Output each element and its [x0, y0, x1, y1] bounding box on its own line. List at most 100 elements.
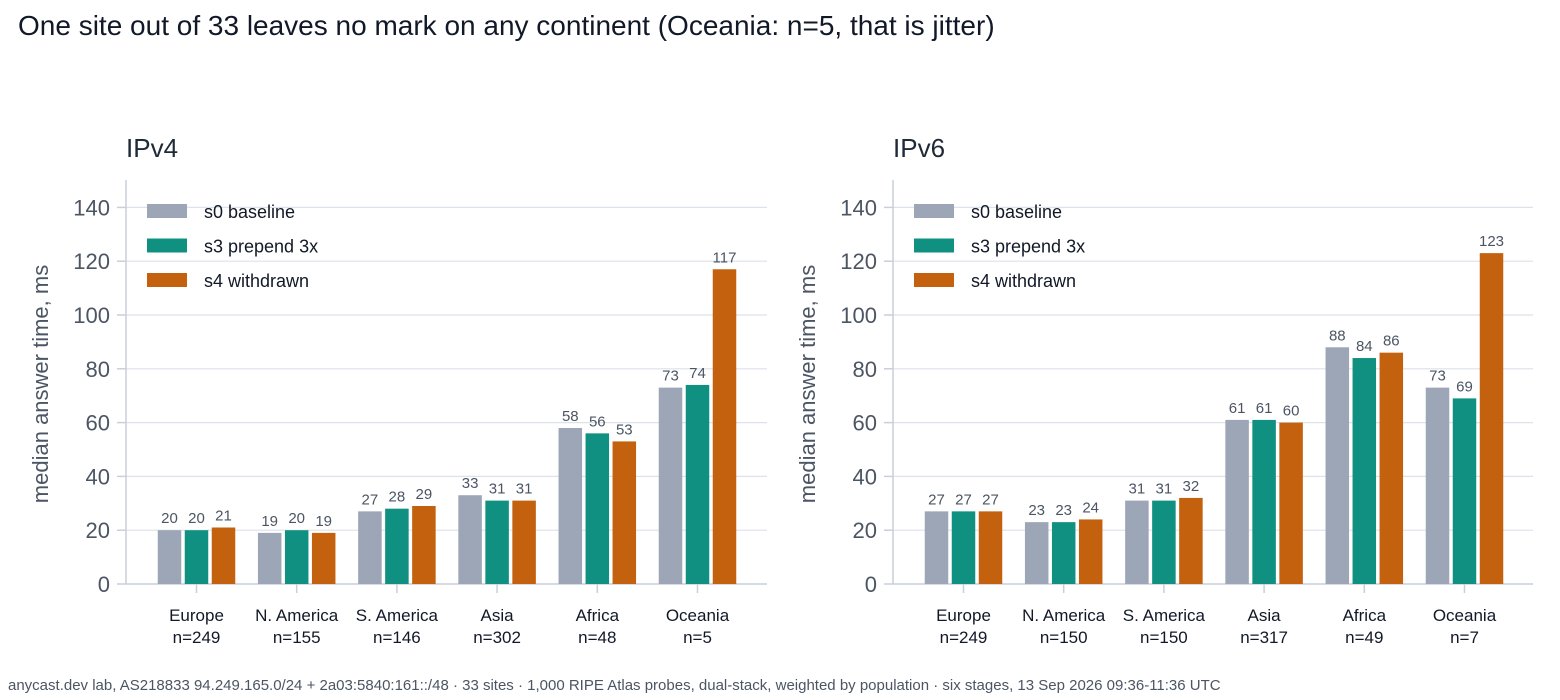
- bar-value-label: 74: [689, 365, 706, 382]
- x-tick-label: S. America: [1123, 606, 1206, 625]
- bar-value-label: 61: [1229, 400, 1246, 417]
- y-tick-label: 100: [840, 303, 877, 328]
- y-tick-label: 60: [86, 411, 110, 436]
- bar-value-label: 27: [928, 491, 945, 508]
- x-tick-label: Asia: [1248, 606, 1282, 625]
- bar: [1078, 519, 1103, 584]
- bar-value-label: 19: [315, 513, 332, 530]
- bar: [978, 511, 1003, 584]
- bar: [1024, 522, 1049, 584]
- x-tick-sublabel: n=7: [1450, 628, 1479, 647]
- panel-title: IPv6: [893, 133, 945, 163]
- x-tick-label: N. America: [255, 606, 339, 625]
- bar: [1352, 358, 1377, 584]
- x-tick-label: Europe: [936, 606, 991, 625]
- x-tick-label: Africa: [1343, 606, 1387, 625]
- bar: [1379, 352, 1404, 584]
- bar-value-label: 31: [489, 481, 506, 498]
- bar-value-label: 88: [1329, 327, 1346, 344]
- y-axis-label: median answer time, ms: [795, 265, 820, 503]
- y-axis-label: median answer time, ms: [28, 265, 53, 503]
- bar: [1279, 422, 1303, 584]
- bar-value-label: 84: [1356, 338, 1373, 355]
- bar: [951, 511, 976, 584]
- legend-swatch: [914, 204, 954, 218]
- y-tick-label: 40: [853, 464, 877, 489]
- legend-label: s0 baseline: [971, 202, 1062, 222]
- x-tick-label: Oceania: [666, 606, 730, 625]
- x-tick-sublabel: n=146: [373, 628, 421, 647]
- bar-value-label: 31: [1156, 481, 1173, 498]
- bar-value-label: 29: [416, 486, 433, 503]
- bar: [284, 530, 309, 584]
- bar-value-label: 31: [516, 481, 533, 498]
- bar-value-label: 27: [955, 491, 972, 508]
- bar-value-label: 32: [1183, 478, 1200, 495]
- legend-label: s3 prepend 3x: [971, 237, 1085, 257]
- legend-label: s3 prepend 3x: [204, 237, 318, 257]
- bar: [358, 511, 382, 584]
- bar: [512, 500, 536, 584]
- bar-value-label: 20: [288, 510, 305, 527]
- legend-swatch: [914, 273, 954, 287]
- panel-title: IPv4: [126, 133, 178, 163]
- x-tick-label: Africa: [576, 606, 620, 625]
- bar-value-label: 23: [1055, 502, 1072, 519]
- bar-value-label: 27: [982, 491, 999, 508]
- y-tick-label: 140: [73, 195, 110, 220]
- x-tick-sublabel: n=249: [173, 628, 221, 647]
- y-tick-label: 0: [98, 572, 110, 597]
- legend-swatch: [147, 273, 187, 287]
- bar: [412, 505, 436, 584]
- bar: [1179, 497, 1203, 584]
- y-tick-label: 60: [853, 411, 877, 436]
- x-tick-label: N. America: [1022, 606, 1106, 625]
- bar-value-label: 56: [589, 413, 606, 430]
- bar-value-label: 69: [1456, 378, 1473, 395]
- x-tick-label: Europe: [169, 606, 224, 625]
- bar: [585, 433, 610, 584]
- y-tick-label: 20: [853, 518, 877, 543]
- bar-value-label: 20: [188, 510, 205, 527]
- bar-value-label: 33: [462, 475, 479, 492]
- x-tick-sublabel: n=249: [940, 628, 988, 647]
- bar: [558, 427, 583, 584]
- bar: [385, 508, 409, 584]
- bar-value-label: 19: [261, 513, 278, 530]
- x-tick-sublabel: n=49: [1345, 628, 1383, 647]
- y-tick-label: 140: [840, 195, 877, 220]
- bar-value-label: 60: [1283, 403, 1300, 420]
- bar-value-label: 61: [1256, 400, 1273, 417]
- bar: [1051, 522, 1076, 584]
- bar: [485, 500, 509, 584]
- footer-note: anycast.dev lab, AS218833 94.249.165.0/2…: [8, 677, 1221, 694]
- legend-swatch: [147, 204, 187, 218]
- y-tick-label: 0: [865, 572, 877, 597]
- x-tick-label: S. America: [356, 606, 439, 625]
- x-tick-sublabel: n=48: [578, 628, 616, 647]
- bar: [1225, 419, 1249, 584]
- y-tick-label: 100: [73, 303, 110, 328]
- y-tick-label: 20: [86, 518, 110, 543]
- x-tick-sublabel: n=302: [473, 628, 521, 647]
- bar: [184, 530, 209, 584]
- legend-swatch: [147, 238, 187, 253]
- bar: [924, 511, 949, 584]
- bar: [685, 384, 710, 584]
- x-tick-sublabel: n=317: [1240, 628, 1288, 647]
- y-tick-label: 120: [840, 249, 877, 274]
- bar-value-label: 24: [1082, 499, 1099, 516]
- figure-title: One site out of 33 leaves no mark on any…: [18, 10, 995, 41]
- legend-swatch: [914, 238, 954, 253]
- y-tick-label: 120: [73, 249, 110, 274]
- legend-label: s4 withdrawn: [204, 271, 309, 291]
- x-tick-sublabel: n=155: [273, 628, 321, 647]
- bar: [257, 532, 282, 584]
- bar: [211, 527, 236, 584]
- legend-label: s4 withdrawn: [971, 271, 1076, 291]
- legend-label: s0 baseline: [204, 202, 295, 222]
- bar: [157, 530, 182, 584]
- bar: [612, 441, 637, 584]
- y-tick-label: 80: [86, 357, 110, 382]
